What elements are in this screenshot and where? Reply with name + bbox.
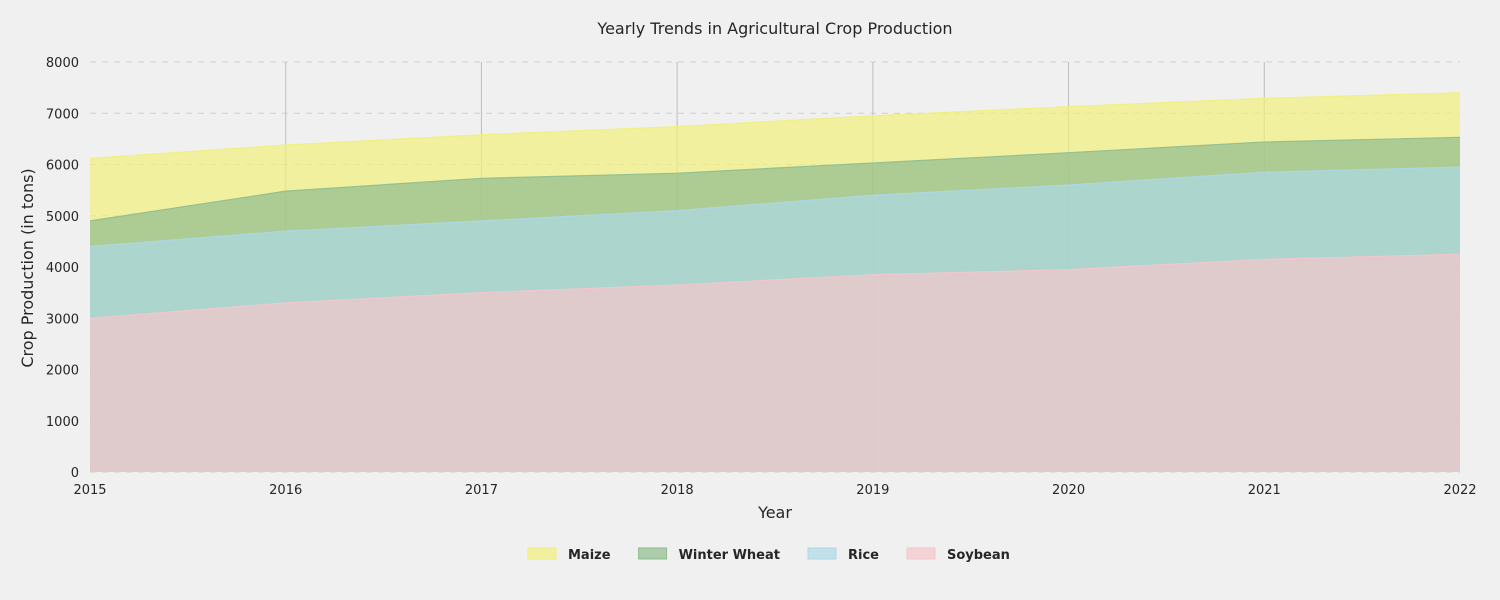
- line-maize: [89, 92, 1461, 159]
- x-tick-label: 2016: [269, 483, 302, 498]
- area-layer: [89, 92, 1461, 472]
- x-tick-label: 2022: [1443, 483, 1476, 498]
- legend-swatch: [807, 547, 837, 560]
- y-tick-label: 3000: [46, 312, 79, 327]
- y-tick-label: 8000: [46, 56, 79, 71]
- y-tick-label: 7000: [46, 107, 79, 122]
- x-axis-label: Year: [757, 503, 792, 522]
- chart-title: Yearly Trends in Agricultural Crop Produ…: [596, 19, 952, 38]
- y-tick-label: 1000: [46, 415, 79, 430]
- legend-label: Winter Wheat: [679, 548, 780, 563]
- legend-item-soybean: Soybean: [906, 547, 1010, 563]
- line-rice: [89, 166, 1461, 248]
- legend-item-maize: Maize: [527, 547, 611, 563]
- y-tick-label: 2000: [46, 364, 79, 379]
- line-soybean: [89, 253, 1461, 319]
- x-tick-label: 2020: [1052, 483, 1085, 498]
- y-tick-label: 5000: [46, 210, 79, 225]
- line-winter-wheat: [89, 136, 1461, 222]
- legend-swatch: [527, 547, 557, 560]
- legend-label: Soybean: [947, 548, 1010, 563]
- area-soybean: [90, 254, 1460, 472]
- legend-label: Rice: [848, 548, 879, 563]
- y-axis-label: Crop Production (in tons): [18, 168, 37, 367]
- tick-layer: 0 1000 2000 3000 4000 5000 6000 7000 8000 2015 201…: [46, 56, 1477, 498]
- x-tick-label: 2015: [73, 483, 106, 498]
- legend-swatch: [638, 547, 668, 560]
- legend-swatch: [906, 547, 936, 560]
- legend: Maize Winter Wheat Rice Soybean: [527, 547, 1010, 563]
- y-tick-label: 0: [71, 466, 79, 481]
- x-tick-label: 2019: [856, 483, 889, 498]
- y-tick-label: 4000: [46, 261, 79, 276]
- x-tick-label: 2017: [465, 483, 498, 498]
- x-tick-label: 2021: [1248, 483, 1281, 498]
- legend-item-rice: Rice: [807, 547, 879, 563]
- legend-label: Maize: [568, 548, 611, 563]
- y-tick-label: 6000: [46, 159, 79, 174]
- x-tick-label: 2018: [661, 483, 694, 498]
- legend-item-winter-wheat: Winter Wheat: [638, 547, 780, 563]
